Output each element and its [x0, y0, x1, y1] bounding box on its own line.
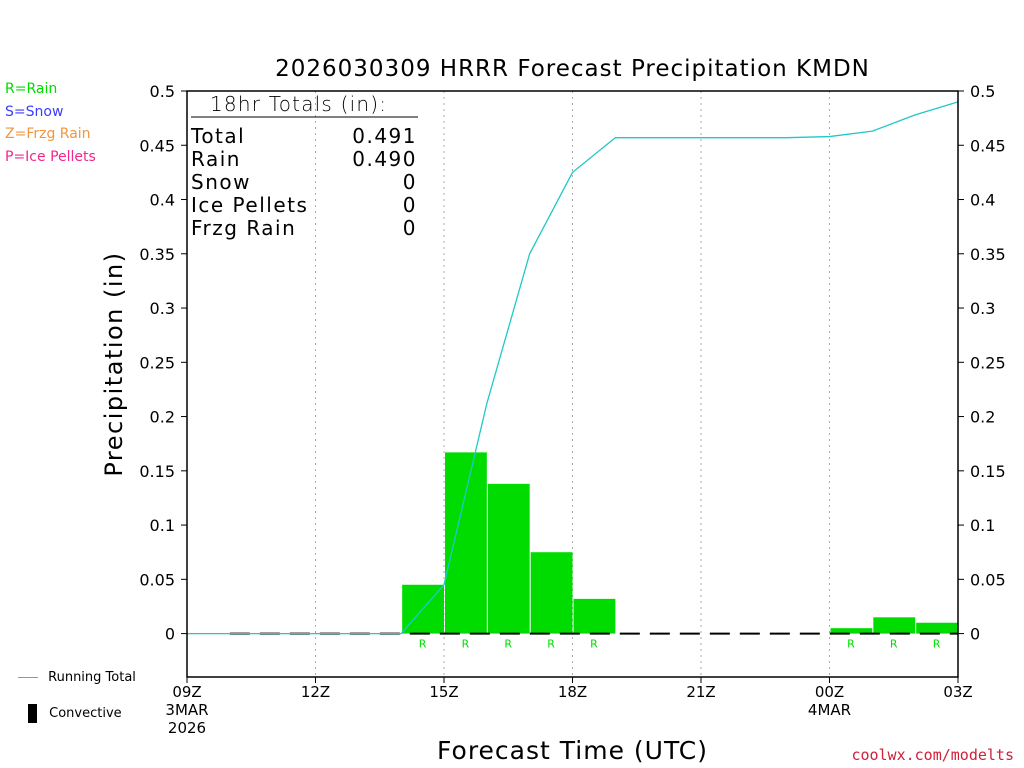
y-tick-label-right: 0.05: [970, 570, 1006, 589]
x-tick-label: 2026: [168, 719, 206, 737]
totals-row-label: Rain: [191, 147, 241, 171]
chart-title: 2026030309 HRRR Forecast Precipitation K…: [275, 56, 870, 82]
precip-type-label: R: [590, 638, 598, 651]
totals-row-label: Frzg Rain: [191, 216, 296, 240]
y-tick-label-left: 0.4: [150, 191, 175, 210]
y-tick-label-left: 0.2: [150, 408, 175, 427]
totals-title: 18hr Totals (in):: [210, 92, 387, 116]
precip-bar: [830, 628, 873, 634]
precip-bar: [445, 452, 487, 634]
y-tick-label-right: 0.4: [970, 191, 995, 210]
x-tick-label: 12Z: [301, 683, 330, 701]
convective-swatch: [28, 704, 37, 723]
y-tick-label-right: 0.5: [970, 82, 995, 101]
y-tick-label-left: 0.45: [139, 136, 175, 155]
legend-freezing-rain: Z=Frzg Rain: [5, 126, 91, 142]
y-tick-label-right: 0.45: [970, 136, 1006, 155]
totals-row-label: Ice Pellets: [191, 193, 308, 217]
precip-type-label: R: [462, 638, 470, 651]
y-tick-label-left: 0.5: [150, 82, 175, 101]
y-tick-label-left: 0.1: [150, 516, 175, 535]
precip-bar: [573, 598, 616, 634]
precip-bar: [487, 483, 530, 634]
legend-ice-pellets: P=Ice Pellets: [5, 149, 96, 165]
x-axis-label: Forecast Time (UTC): [437, 736, 708, 765]
y-tick-label-left: 0.3: [150, 299, 175, 318]
precip-bar: [530, 552, 573, 634]
precip-type-label: R: [547, 638, 555, 651]
totals-row-label: Snow: [191, 170, 251, 194]
precip-bar: [916, 622, 958, 634]
x-tick-label: 18Z: [558, 683, 587, 701]
totals-row-value: 0.490: [352, 147, 417, 171]
convective-legend: Convective: [28, 704, 122, 723]
legend-snow: S=Snow: [5, 104, 64, 120]
x-tick-label: 03Z: [943, 683, 972, 701]
precip-type-label: R: [504, 638, 512, 651]
x-tick-label: 09Z: [172, 683, 201, 701]
precip-bar: [873, 617, 916, 634]
y-tick-label-left: 0.25: [139, 353, 175, 372]
totals-row-value: 0.491: [352, 124, 417, 148]
running-total-swatch: [18, 677, 38, 678]
y-axis-label: Precipitation (in): [100, 251, 128, 476]
x-tick-label: 21Z: [686, 683, 715, 701]
y-tick-label-right: 0.25: [970, 353, 1006, 372]
y-tick-label-right: 0.35: [970, 245, 1006, 264]
totals-row-value: 0: [403, 170, 417, 194]
legend-rain: R=Rain: [5, 81, 58, 97]
x-tick-label: 4MAR: [808, 701, 851, 719]
totals-row-label: Total: [190, 124, 245, 148]
credit-text: coolwx.com/modelts: [851, 746, 1014, 764]
x-tick-label: 3MAR: [165, 701, 208, 719]
x-tick-label: 15Z: [429, 683, 458, 701]
running-total-legend: Running Total: [18, 670, 136, 685]
totals-row-value: 0: [403, 216, 417, 240]
y-tick-label-right: 0.2: [970, 408, 995, 427]
y-tick-label-right: 0: [970, 625, 980, 644]
precip-type-label: R: [890, 638, 898, 651]
precip-type-label: R: [847, 638, 855, 651]
totals-row-value: 0: [403, 193, 417, 217]
running-total-line: [187, 101, 959, 635]
y-tick-label-right: 0.3: [970, 299, 995, 318]
precip-type-label: R: [933, 638, 941, 651]
y-tick-label-left: 0.35: [139, 245, 175, 264]
x-tick-label: 00Z: [815, 683, 844, 701]
running-total-legend-label: Running Total: [48, 670, 136, 685]
precip-type-label: R: [419, 638, 427, 651]
y-tick-label-right: 0.15: [970, 462, 1006, 481]
convective-legend-label: Convective: [49, 706, 122, 721]
y-tick-label-right: 0.1: [970, 516, 995, 535]
y-tick-label-left: 0: [165, 625, 175, 644]
y-tick-label-left: 0.15: [139, 462, 175, 481]
y-tick-label-left: 0.05: [139, 570, 175, 589]
